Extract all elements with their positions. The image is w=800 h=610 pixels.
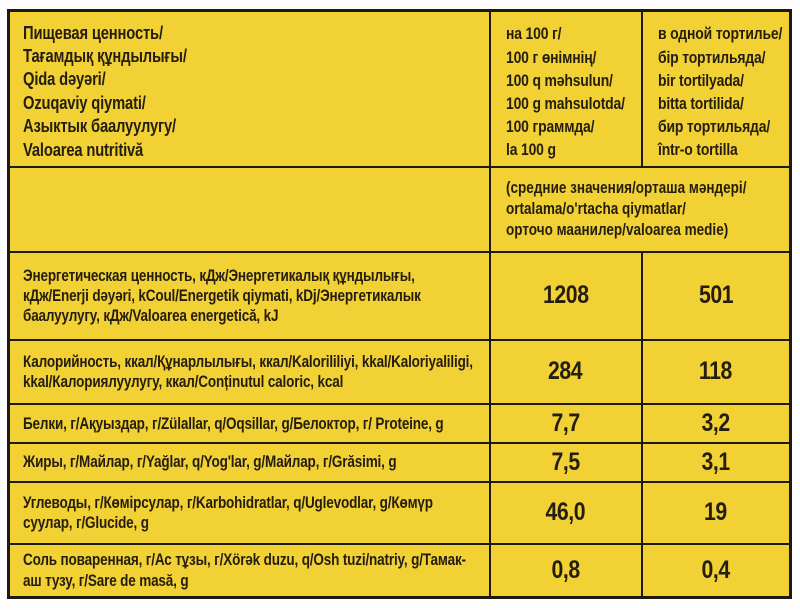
table-row-calories: Калорийность, ккал/Құнарлылығы, ккал/Kal… bbox=[7, 338, 792, 406]
row-label-protein: Белки, г/Ақуыздар, г/Zülallar, q/Oqsilla… bbox=[23, 414, 444, 433]
value-salt-per-tortilla: 0,4 bbox=[640, 543, 792, 599]
header-per-tortilla-cell: в одной тортилье/ бір тортильяда/ bir to… bbox=[640, 9, 792, 169]
value-carbohydrates-per-tortilla: 19 bbox=[640, 480, 792, 546]
row-label-fat-cell: Жиры, г/Майлар, г/Yağlar, q/Yog'lar, g/М… bbox=[7, 442, 491, 483]
header-nutrition-title-cell: Пищевая ценность/ Тағамдық құндылығы/ Qi… bbox=[7, 9, 491, 169]
row-label-energy-cell: Энергетическая ценность, кДж/Энергетикал… bbox=[7, 251, 491, 341]
header-per-tortilla: в одной тортилье/ бір тортильяда/ bir to… bbox=[657, 24, 782, 159]
value-calories-per-100g: 284 bbox=[488, 338, 643, 406]
header-nutrition-title: Пищевая ценность/ Тағамдық құндылығы/ Qi… bbox=[23, 22, 187, 160]
table-row-salt: Соль поваренная, г/Ас тұзы, г/Xörək duzu… bbox=[7, 543, 792, 599]
row-label-calories: Калорийность, ккал/Құнарлылығы, ккал/Kal… bbox=[23, 352, 473, 391]
value-fat-per-100g: 7,5 bbox=[488, 442, 643, 483]
row-label-carbohydrates-cell: Углеводы, г/Көмірсулар, г/Karbohidratlar… bbox=[7, 480, 491, 546]
table-row-energy: Энергетическая ценность, кДж/Энергетикал… bbox=[7, 251, 792, 341]
row-label-carbohydrates: Углеводы, г/Көмірсулар, г/Karbohidratlar… bbox=[23, 493, 433, 532]
value-fat-per-tortilla: 3,1 bbox=[640, 442, 792, 483]
header-per-100g-cell: на 100 г/ 100 г өнімнің/ 100 q məhsulun/… bbox=[488, 9, 643, 169]
row-label-fat: Жиры, г/Майлар, г/Yağlar, q/Yog'lar, g/М… bbox=[23, 453, 397, 472]
average-values-note: (средние значения/орташа мәндері/ ortala… bbox=[505, 179, 746, 240]
row-label-salt: Соль поваренная, г/Ас тұзы, г/Xörək duzu… bbox=[23, 551, 466, 590]
average-values-note-cell: (средние значения/орташа мәндері/ ortala… bbox=[488, 166, 792, 254]
row-label-protein-cell: Белки, г/Ақуыздар, г/Zülallar, q/Oqsilla… bbox=[7, 403, 491, 445]
value-carbohydrates-per-100g: 46,0 bbox=[488, 480, 643, 546]
value-energy-per-100g: 1208 bbox=[488, 251, 643, 341]
header-row: Пищевая ценность/ Тағамдық құндылығы/ Qi… bbox=[7, 9, 792, 169]
value-salt-per-100g: 0,8 bbox=[488, 543, 643, 599]
header-per-100g: на 100 г/ 100 г өнімнің/ 100 q məhsulun/… bbox=[505, 24, 625, 159]
nutrition-facts-table: Пищевая ценность/ Тағамдық құндылығы/ Qi… bbox=[7, 9, 792, 599]
average-values-row: (средние значения/орташа мәндері/ ortala… bbox=[7, 166, 792, 254]
empty-cell bbox=[7, 166, 491, 254]
row-label-salt-cell: Соль поваренная, г/Ас тұзы, г/Xörək duzu… bbox=[7, 543, 491, 599]
nutrition-table: Пищевая ценность/ Тағамдық құндылығы/ Qi… bbox=[7, 9, 792, 599]
value-energy-per-tortilla: 501 bbox=[640, 251, 792, 341]
value-protein-per-tortilla: 3,2 bbox=[640, 403, 792, 445]
value-calories-per-tortilla: 118 bbox=[640, 338, 792, 406]
table-row-fat: Жиры, г/Майлар, г/Yağlar, q/Yog'lar, g/М… bbox=[7, 442, 792, 483]
row-label-energy: Энергетическая ценность, кДж/Энергетикал… bbox=[23, 266, 421, 325]
row-label-calories-cell: Калорийность, ккал/Құнарлылығы, ккал/Kal… bbox=[7, 338, 491, 406]
table-row-carbohydrates: Углеводы, г/Көмірсулар, г/Karbohidratlar… bbox=[7, 480, 792, 546]
value-protein-per-100g: 7,7 bbox=[488, 403, 643, 445]
table-row-protein: Белки, г/Ақуыздар, г/Zülallar, q/Oqsilla… bbox=[7, 403, 792, 445]
